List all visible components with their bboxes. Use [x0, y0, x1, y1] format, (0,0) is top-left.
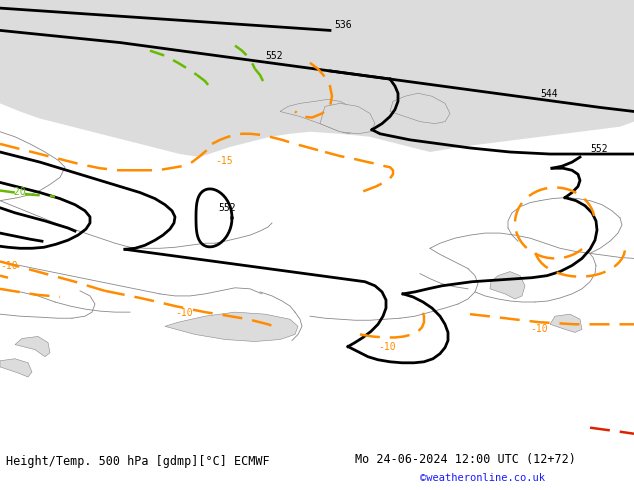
Text: Mo 24-06-2024 12:00 UTC (12+72): Mo 24-06-2024 12:00 UTC (12+72)	[355, 453, 576, 466]
Text: 536: 536	[334, 21, 352, 30]
Text: -15: -15	[215, 156, 233, 166]
Polygon shape	[490, 271, 525, 299]
Text: Height/Temp. 500 hPa [gdmp][°C] ECMWF: Height/Temp. 500 hPa [gdmp][°C] ECMWF	[6, 455, 269, 468]
Text: 552: 552	[218, 203, 236, 213]
Polygon shape	[0, 0, 634, 157]
Polygon shape	[550, 314, 582, 332]
Text: -10: -10	[378, 342, 396, 352]
Polygon shape	[0, 359, 32, 377]
Polygon shape	[15, 337, 50, 357]
Polygon shape	[390, 93, 450, 123]
Text: 544: 544	[540, 89, 558, 99]
Text: ©weatheronline.co.uk: ©weatheronline.co.uk	[420, 473, 545, 483]
Polygon shape	[320, 103, 375, 134]
Text: -10: -10	[530, 324, 548, 334]
Text: 552: 552	[590, 144, 607, 154]
Text: -20: -20	[8, 187, 25, 196]
Text: -10: -10	[175, 308, 193, 318]
Polygon shape	[165, 312, 298, 342]
Polygon shape	[280, 99, 360, 134]
Text: -10: -10	[0, 261, 18, 270]
Text: 552: 552	[265, 51, 283, 61]
